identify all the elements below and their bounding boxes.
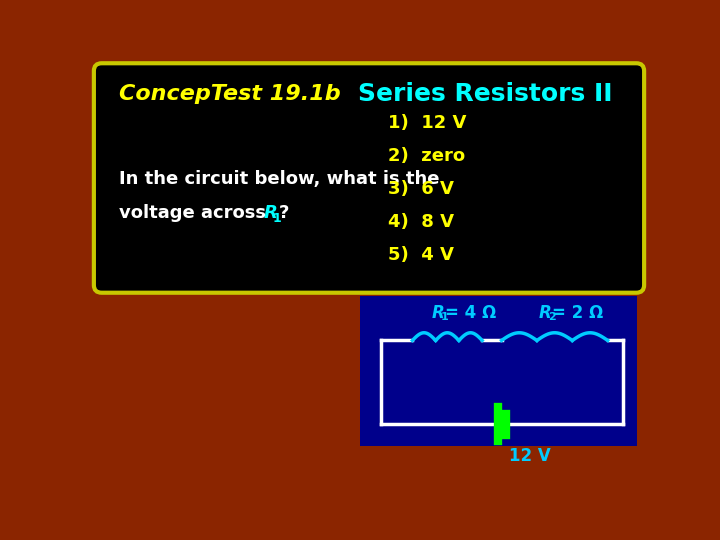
Text: Series Resistors II: Series Resistors II (358, 82, 613, 106)
Text: 1: 1 (441, 312, 448, 322)
Text: In the circuit below, what is the: In the circuit below, what is the (120, 170, 440, 188)
Text: voltage across: voltage across (120, 205, 273, 222)
Text: 1)  12 V: 1) 12 V (388, 113, 467, 132)
Text: 5)  4 V: 5) 4 V (388, 246, 454, 264)
Text: = 4 Ω: = 4 Ω (445, 303, 496, 322)
Bar (360, 296, 637, 446)
Text: R: R (539, 303, 552, 322)
Text: 3)  6 V: 3) 6 V (388, 180, 454, 198)
Text: 12 V: 12 V (509, 448, 551, 465)
Text: ConcepTest 19.1b: ConcepTest 19.1b (119, 84, 341, 104)
Text: 2)  zero: 2) zero (388, 147, 466, 165)
FancyBboxPatch shape (94, 63, 644, 293)
Text: R: R (432, 303, 444, 322)
Text: 2: 2 (548, 312, 555, 322)
Text: 1: 1 (272, 212, 281, 225)
Text: = 2 Ω: = 2 Ω (552, 303, 603, 322)
Text: ?: ? (279, 205, 289, 222)
Text: 4)  8 V: 4) 8 V (388, 213, 454, 231)
Text: R: R (264, 205, 277, 222)
